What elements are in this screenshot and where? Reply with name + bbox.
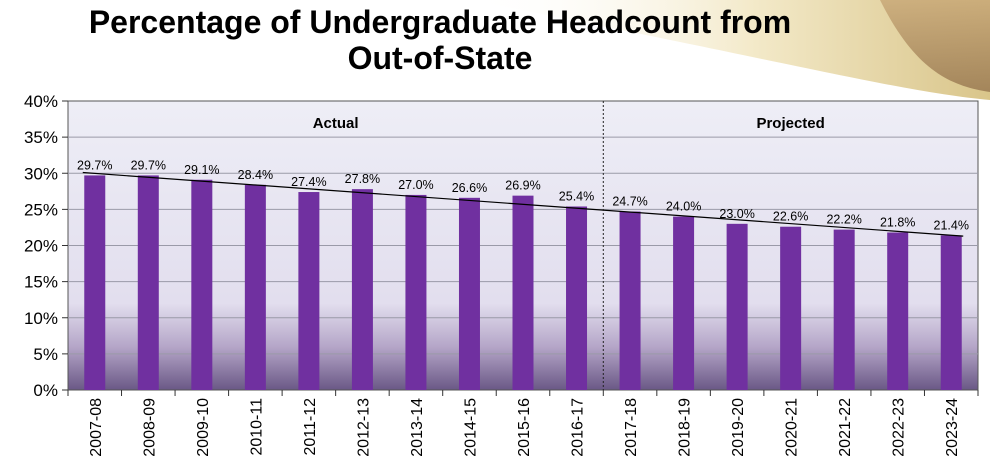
data-label: 24.7%	[612, 195, 647, 209]
x-tick-label: 2014-15	[462, 398, 479, 457]
x-tick-label: 2015-16	[516, 398, 533, 457]
data-label: 23.0%	[719, 207, 754, 221]
data-label: 29.1%	[184, 163, 219, 177]
x-tick-label: 2012-13	[355, 398, 372, 457]
x-tick-label: 2019-20	[730, 398, 747, 457]
bar	[887, 232, 909, 390]
y-tick-label: 25%	[24, 200, 58, 219]
bar	[298, 192, 320, 390]
bar	[191, 179, 213, 390]
bars	[84, 175, 962, 390]
y-tick-label: 20%	[24, 237, 58, 256]
bar	[512, 195, 534, 390]
bar	[940, 235, 962, 390]
data-label: 29.7%	[131, 158, 166, 172]
chart-title-line2: Out-of-State	[347, 40, 533, 76]
data-label: 27.0%	[398, 178, 433, 192]
chart-title-line1: Percentage of Undergraduate Headcount fr…	[88, 4, 792, 40]
data-label: 21.8%	[880, 215, 915, 229]
y-tick-label: 10%	[24, 309, 58, 328]
corner-photo	[880, 0, 990, 92]
y-tick-label: 15%	[24, 273, 58, 292]
x-tick-label: 2021-22	[837, 398, 854, 457]
bar	[726, 223, 748, 390]
x-tick-label: 2023-24	[944, 398, 961, 457]
data-label: 22.2%	[826, 213, 861, 227]
bar	[458, 197, 480, 390]
y-tick-label: 30%	[24, 164, 58, 183]
data-label: 22.6%	[773, 210, 808, 224]
bar	[566, 206, 588, 390]
bar	[619, 211, 641, 390]
bar	[405, 194, 427, 390]
bar	[673, 216, 695, 390]
data-label: 27.8%	[345, 172, 380, 186]
trendline-line	[82, 171, 964, 237]
y-tick-label: 35%	[24, 128, 58, 147]
x-tick-label: 2013-14	[409, 398, 426, 457]
swoosh-shape	[470, 0, 990, 100]
bar	[833, 229, 855, 390]
data-label: 28.4%	[238, 168, 273, 182]
bar	[84, 175, 106, 390]
x-tick-label: 2018-19	[677, 398, 694, 457]
data-label: 21.4%	[934, 218, 969, 232]
data-label: 26.6%	[452, 181, 487, 195]
data-label: 25.4%	[559, 189, 594, 203]
x-tick-label: 2008-09	[141, 398, 158, 457]
trendline	[82, 171, 964, 237]
y-tick-label: 0%	[33, 381, 58, 400]
x-tick-label: 2016-17	[570, 398, 587, 457]
y-tick-label: 40%	[24, 92, 58, 111]
x-tick-label: 2011-12	[302, 398, 319, 456]
x-tick-label: 2009-10	[195, 398, 212, 457]
data-label: 27.4%	[291, 175, 326, 189]
region-label: Actual	[313, 115, 359, 132]
x-tick-label: 2010-11	[248, 398, 265, 456]
x-tick-label: 2007-08	[88, 398, 105, 457]
data-label: 26.9%	[505, 179, 540, 193]
chart-title: Percentage of Undergraduate Headcount fr…	[0, 4, 880, 76]
region-label: Projected	[756, 115, 824, 132]
x-tick-label: 2020-21	[784, 398, 801, 457]
x-tick-label: 2022-23	[891, 398, 908, 457]
bar	[351, 189, 373, 390]
data-labels: 29.7% 29.7% 29.1% 28.4% 27.4% 27.8% 27.0% 26.6%…	[77, 158, 969, 232]
region-labels: Actual Projected	[313, 101, 825, 390]
bar	[137, 175, 159, 390]
x-axis: 2007-08 2008-09 2009-10 2010-11 2011-12 2012-…	[67, 390, 979, 457]
data-label: 29.7%	[77, 158, 112, 172]
data-label: 24.0%	[666, 200, 701, 214]
y-axis: 0% 5% 10% 15% 20% 25% 30% 35% 40%	[24, 92, 68, 400]
bar	[780, 226, 802, 390]
bar	[244, 184, 266, 390]
x-tick-label: 2017-18	[623, 398, 640, 457]
y-tick-label: 5%	[33, 345, 58, 364]
